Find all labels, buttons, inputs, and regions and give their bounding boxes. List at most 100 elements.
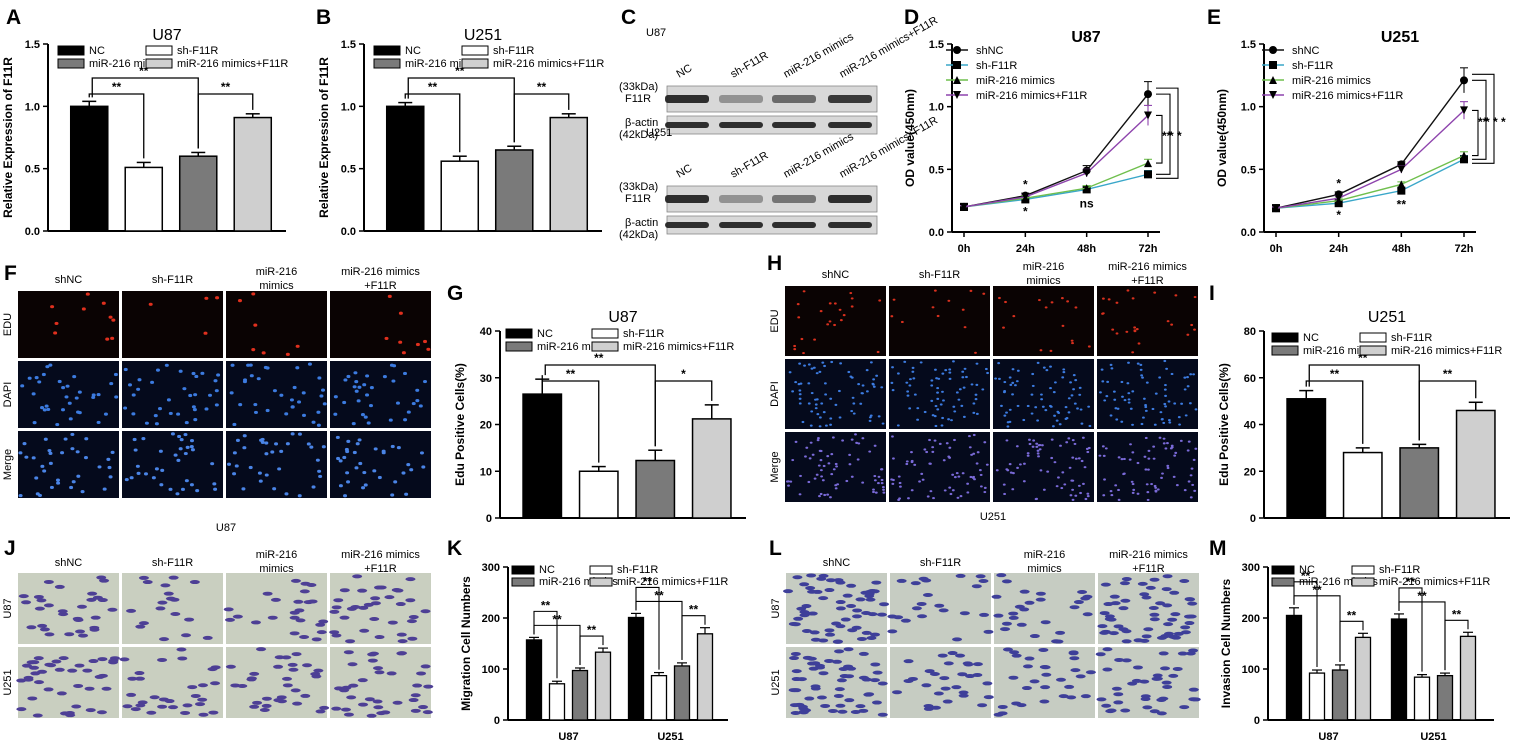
cell-dot [366,713,377,718]
micrograph-tile [1097,286,1198,356]
cell-dot [1147,449,1151,452]
cell-dot [955,653,966,658]
cell-dot [345,471,350,475]
cell-dot [183,432,188,437]
blot-band [828,222,872,228]
cell-dot [1015,445,1019,448]
cell-dot [848,453,852,456]
cell-dot [851,396,855,399]
cell-dot [1070,668,1081,673]
cell-dot [1068,466,1072,469]
marker-triangle [1397,180,1406,189]
cell-dot [814,407,818,410]
cell-dot [1008,615,1019,620]
cell-dot [176,458,181,462]
cell-dot [307,362,312,366]
cell-dot [835,600,846,605]
cell-dot [316,410,321,414]
cell-dot [1078,386,1082,389]
cell-dot [154,422,159,426]
legend-label-2: sh-F11R [623,328,664,340]
cell-dot [110,336,115,340]
cell-dot [951,685,962,690]
cell-dot [202,635,213,640]
cell-dot [391,587,402,592]
cell-dot [1109,363,1113,366]
cell-dot [160,583,171,588]
cell-dot [977,703,988,708]
cell-dot [961,472,965,475]
cell-dot [127,383,132,387]
panel-letter-c: C [621,6,636,29]
bar-4 [1455,409,1496,519]
cell-dot [1080,459,1084,463]
cell-dot [73,617,84,622]
cell-dot [1057,476,1060,479]
cell-dot [969,289,973,292]
cell-dot [838,308,842,311]
cell-dot [882,491,886,494]
cell-dot [1003,492,1006,496]
cell-dot [1026,404,1030,408]
cell-dot [817,437,820,440]
significance-bracket [404,93,461,153]
significance-mark: * [1023,178,1028,192]
y-tick-label: 100 [482,664,500,676]
cell-dot [1035,591,1046,596]
cell-dot [897,475,901,478]
bar-u87-2 [548,683,566,721]
cell-dot [1069,494,1073,497]
cell-dot [830,472,834,476]
cell-dot [1080,694,1091,699]
cell-dot [404,492,409,496]
cell-dot [1008,611,1019,616]
cell-dot [263,365,268,370]
cell-dot [833,578,844,583]
cell-dot [905,462,909,466]
cell-dot [848,463,852,466]
marker-circle [1269,46,1277,54]
cell-dot [84,437,89,441]
y-axis-label: Relative Expression of F11R [317,57,331,218]
cell-dot [272,487,277,491]
cell-dot [157,407,162,411]
group-label: U87 [558,731,578,742]
cell-dot [938,442,942,445]
cell-dot [1002,647,1013,652]
cell-dot [377,475,382,480]
cell-dot [824,628,835,633]
cell-dot [873,444,877,447]
cell-dot [1117,456,1121,459]
cell-dot [798,362,802,365]
cell-dot [345,639,356,644]
cell-dot [881,485,885,489]
cell-dot [1115,418,1119,421]
cell-dot [936,397,940,400]
chart-title: U251 [464,27,502,44]
marker-square [953,61,961,69]
y-axis-label: Migration Cell Numbers [459,576,473,711]
cell-dot [1087,345,1091,348]
cell-dot [185,445,190,449]
cell-dot [850,438,854,441]
cell-dot [90,615,101,620]
cell-dot [818,495,821,498]
cell-dot [232,451,237,455]
micrograph-tile [122,431,223,498]
cell-dot [75,450,80,454]
cell-dot [911,606,922,611]
cell-dot [1162,442,1166,445]
legend-label-4: miR-216 mimics+F11R [1391,345,1502,357]
cell-dot [1170,323,1174,326]
cell-dot [406,410,411,414]
cell-dot [362,383,367,387]
y-tick-label: 0.0 [25,226,40,238]
bar-4 [691,418,732,519]
significance-bracket [541,375,600,463]
cell-dot [950,419,953,422]
legend-swatch [1271,332,1299,343]
group-label: U251 [1420,731,1446,742]
cell-dot [352,574,363,579]
y-tick-label: 1.0 [1241,102,1256,114]
cell-dot [295,366,300,370]
